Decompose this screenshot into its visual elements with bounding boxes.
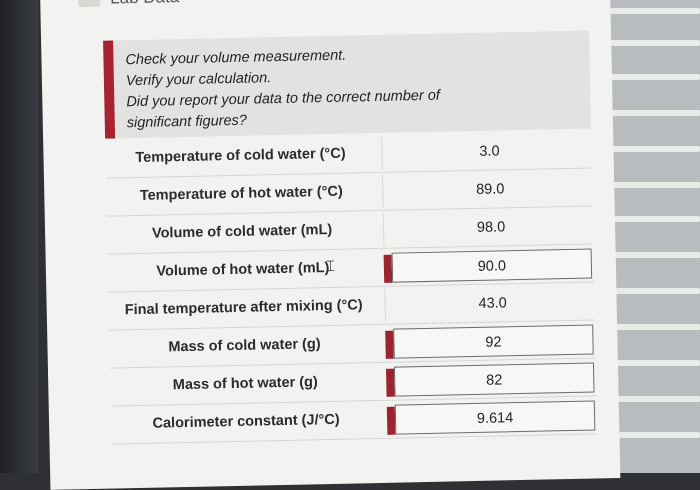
value-field[interactable]: 98.0: [476, 219, 506, 236]
row-label: Mass of cold water (g): [168, 336, 321, 356]
row-label: Volume of cold water (mL): [151, 221, 333, 242]
row-label: Temperature of cold water (°C): [135, 145, 346, 167]
row-label: Calorimeter constant (J/°C): [152, 411, 340, 432]
value-field[interactable]: 82: [393, 362, 595, 397]
text-cursor-icon: ⌶: [325, 257, 336, 276]
row-label: Mass of hot water (g): [172, 374, 318, 394]
value-field[interactable]: 43.0: [478, 295, 507, 312]
value-field[interactable]: 92: [393, 324, 594, 359]
feedback-box: Check your volume measurement. Verify yo…: [103, 30, 592, 139]
page-title: Lab Data: [110, 0, 179, 9]
row-label: Final temperature after mixing (°C): [124, 297, 363, 319]
lab-icon: [78, 0, 101, 8]
value-field[interactable]: 3.0: [479, 143, 500, 160]
value-field[interactable]: 89.0: [475, 181, 505, 198]
row-label: Volume of hot water (mL): [156, 260, 330, 280]
left-bezel: [0, 0, 38, 473]
data-table: Temperature of cold water (°C) 3.0 Tempe…: [105, 130, 598, 445]
value-field[interactable]: 90.0: [391, 248, 593, 283]
lab-data-panel: Lab Data Check your volume measurement. …: [40, 0, 621, 490]
row-label: Temperature of hot water (°C): [139, 183, 343, 204]
value-field[interactable]: 9.614: [394, 400, 596, 435]
